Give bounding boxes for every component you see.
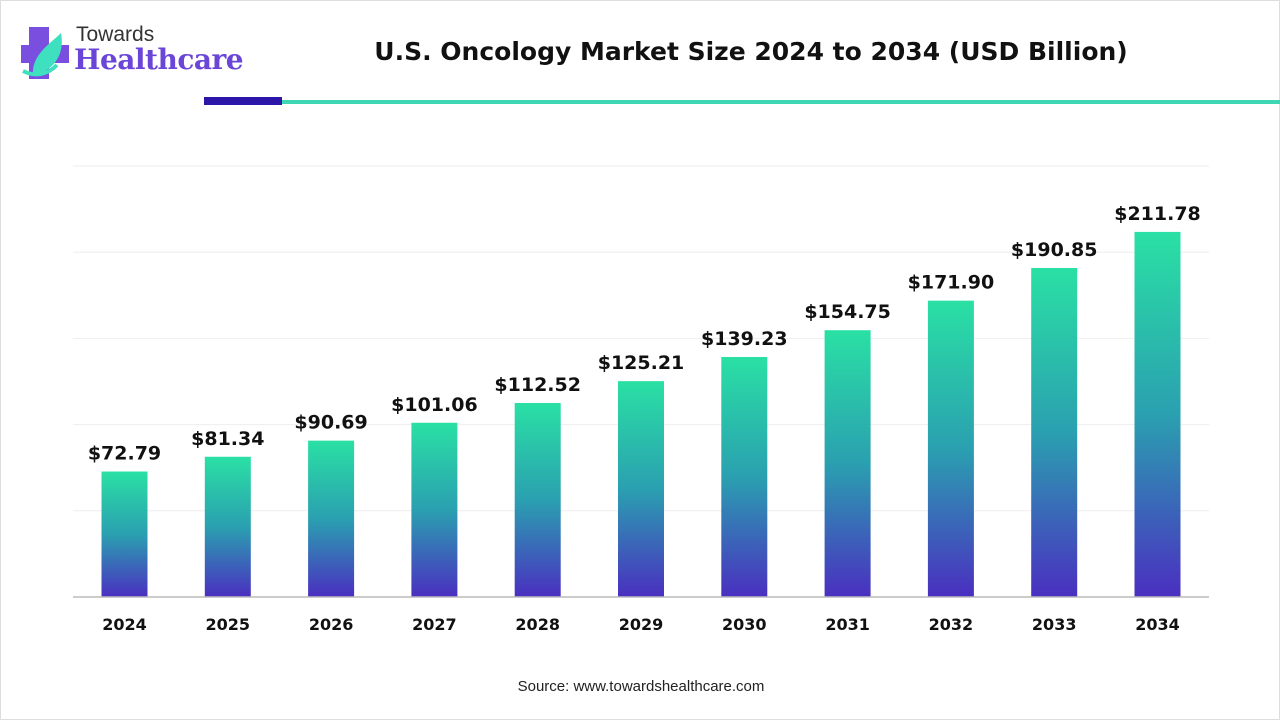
bar-2034 [1134, 231, 1181, 597]
bar-2024 [101, 471, 148, 597]
x-tick-2025: 2025 [206, 615, 251, 634]
bar-2026 [308, 440, 355, 597]
data-label-2031: $154.75 [804, 301, 891, 323]
data-label-2030: $139.23 [701, 328, 788, 350]
x-tick-2024: 2024 [102, 615, 147, 634]
brand-line2: Healthcare [74, 43, 244, 76]
source-text: Source: www.towardshealthcare.com [517, 678, 765, 695]
x-tick-2027: 2027 [412, 615, 457, 634]
bar-2028 [514, 403, 561, 597]
x-tick-2033: 2033 [1032, 615, 1077, 634]
bar-2025 [204, 456, 251, 597]
data-label-2027: $101.06 [391, 394, 478, 416]
bar-2027 [411, 422, 458, 597]
bar-2033 [1031, 267, 1078, 597]
chart-title: U.S. Oncology Market Size 2024 to 2034 (… [374, 37, 1128, 66]
bar-2030 [721, 356, 768, 597]
data-label-2024: $72.79 [88, 443, 161, 465]
brand-line1: Towards [76, 23, 155, 46]
data-label-2033: $190.85 [1011, 239, 1098, 261]
data-label-2029: $125.21 [598, 352, 685, 374]
brand-logo: Towards Healthcare [21, 23, 244, 83]
header-accent-dark [204, 97, 282, 105]
data-label-2026: $90.69 [294, 412, 367, 434]
bar-2032 [927, 300, 974, 597]
data-label-2034: $211.78 [1114, 203, 1201, 225]
x-tick-2028: 2028 [515, 615, 560, 634]
x-tick-2032: 2032 [929, 615, 974, 634]
x-tick-2030: 2030 [722, 615, 767, 634]
bar-2031 [824, 330, 871, 597]
x-tick-2031: 2031 [825, 615, 870, 634]
x-tick-2026: 2026 [309, 615, 354, 634]
bar-2029 [618, 381, 664, 597]
data-label-2025: $81.34 [191, 428, 264, 450]
header-accent-light [282, 100, 1280, 104]
medical-cross-leaf-icon [21, 27, 69, 79]
data-label-2028: $112.52 [494, 374, 581, 396]
x-tick-2029: 2029 [619, 615, 664, 634]
data-label-2032: $171.90 [908, 272, 995, 294]
x-tick-2034: 2034 [1135, 615, 1180, 634]
